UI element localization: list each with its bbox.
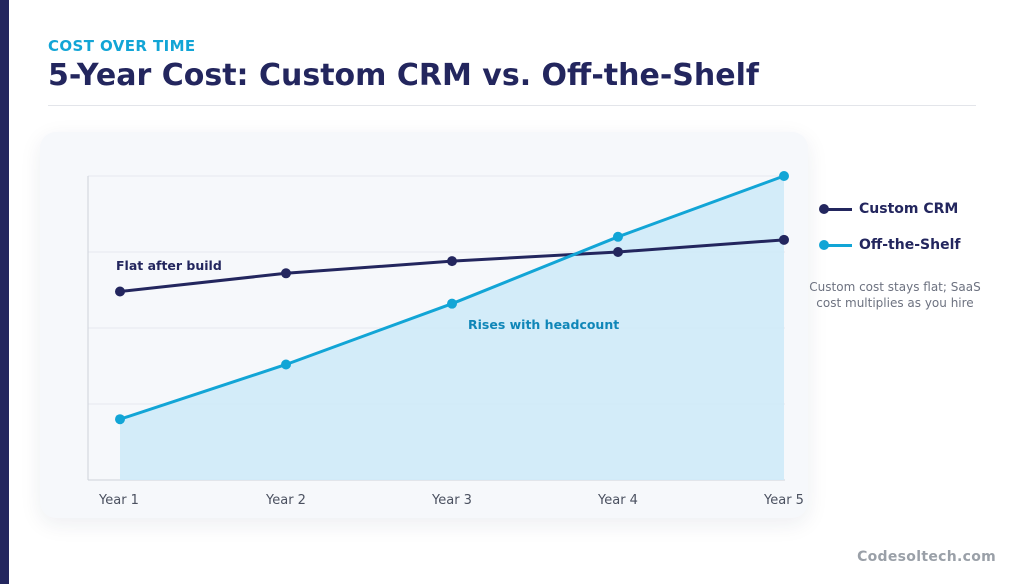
x-tick-label: Year 1 — [98, 493, 139, 508]
title-divider — [48, 105, 976, 106]
legend-swatch — [818, 203, 852, 215]
data-point-1-1 — [281, 359, 291, 370]
annotation-label: Rises with headcount — [468, 317, 619, 332]
x-tick-label: Year 5 — [763, 493, 804, 508]
page-title: 5-Year Cost: Custom CRM vs. Off-the-Shel… — [48, 58, 759, 93]
legend-item: Off-the-Shelf — [818, 234, 960, 256]
annotation-label: Flat after build — [116, 258, 222, 273]
data-point-1-0 — [115, 414, 125, 425]
x-tick-label: Year 3 — [431, 493, 472, 508]
chart-legend: Custom CRM Off-the-Shelf — [818, 198, 960, 270]
data-point-1-2 — [447, 298, 457, 309]
data-point-0-4 — [779, 234, 789, 245]
section-eyebrow: COST OVER TIME — [48, 37, 196, 55]
left-accent-bar — [0, 0, 9, 584]
data-point-0-0 — [115, 286, 125, 297]
legend-label: Off-the-Shelf — [859, 237, 961, 253]
legend-swatch — [818, 239, 852, 251]
chart-side-note: Custom cost stays flat; SaaS cost multip… — [809, 280, 981, 310]
x-tick-label: Year 4 — [597, 493, 638, 508]
x-tick-label: Year 2 — [265, 493, 306, 508]
legend-item: Custom CRM — [818, 198, 960, 220]
footer-brand: Codesoltech.com — [857, 549, 996, 565]
data-point-1-4 — [779, 171, 789, 181]
legend-label: Custom CRM — [859, 201, 959, 217]
chart-annotations: Flat after build Rises with headcount — [116, 258, 619, 332]
data-point-1-3 — [613, 231, 623, 242]
data-point-0-2 — [447, 256, 457, 267]
data-point-0-1 — [281, 268, 291, 279]
chart-points — [115, 171, 789, 425]
data-point-0-3 — [613, 247, 623, 257]
x-tick-labels: Year 1 Year 2 Year 3 Year 4 Year 5 — [98, 493, 804, 508]
